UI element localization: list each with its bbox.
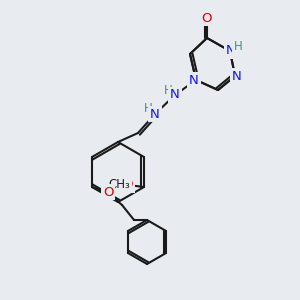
Text: N: N [170, 88, 180, 101]
Text: H: H [234, 40, 242, 52]
Text: H: H [144, 103, 152, 116]
Text: N: N [232, 70, 242, 83]
Text: O: O [202, 11, 212, 25]
Text: H: H [164, 83, 172, 97]
Text: N: N [189, 74, 199, 86]
Text: N: N [150, 107, 160, 121]
Text: CH₃: CH₃ [108, 178, 130, 191]
Text: N: N [226, 44, 236, 58]
Text: O: O [103, 185, 113, 199]
Text: O: O [123, 178, 133, 191]
